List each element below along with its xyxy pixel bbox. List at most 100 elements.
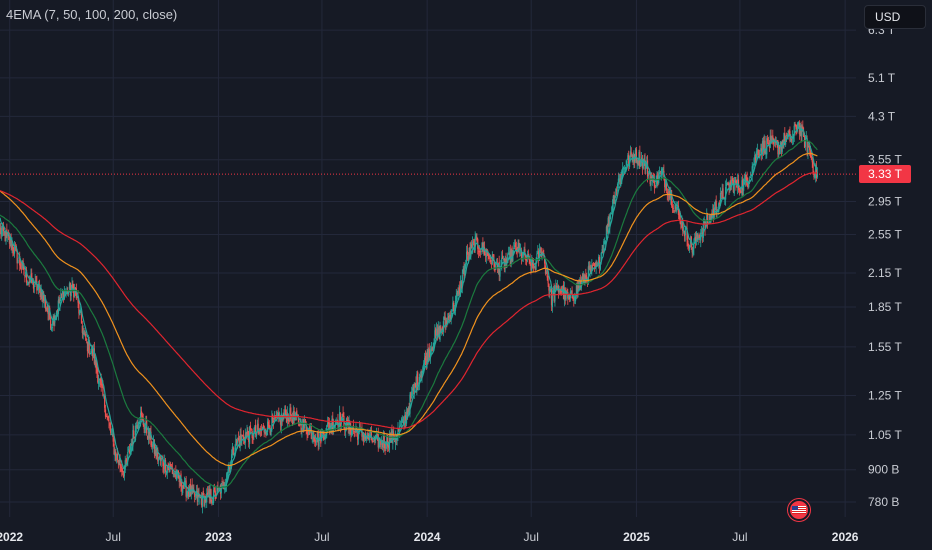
candle-body [40, 290, 42, 296]
candle-body [622, 167, 624, 171]
candle-body [437, 326, 439, 335]
candle-body [85, 333, 87, 341]
candle-body [671, 205, 674, 208]
candle-body [350, 429, 352, 436]
candle-body [246, 430, 248, 434]
candle-body [735, 180, 737, 185]
candle-body [806, 137, 808, 152]
candle-body [25, 271, 27, 278]
candle-body [520, 250, 523, 259]
x-axis: 2022 Jul 2023 Jul 2024 Jul 2025 Jul 2026 [0, 530, 859, 544]
candle-body [485, 250, 487, 258]
candle-body [495, 264, 497, 270]
candle-body [568, 295, 571, 300]
candle-body [200, 496, 202, 498]
us-flag-icon[interactable] [788, 499, 810, 521]
candle-body [555, 285, 557, 290]
candle-body [339, 412, 342, 426]
candle-body [466, 250, 469, 255]
candle-body [382, 436, 384, 448]
candle-body [799, 125, 801, 135]
y-tick-label: 2.55 T [868, 227, 902, 241]
candle-body [725, 182, 728, 187]
candle-body [23, 264, 25, 275]
candle-body [457, 290, 459, 295]
candle-body [675, 207, 677, 210]
candle-body [162, 456, 164, 466]
candle-body [229, 467, 231, 470]
candle-body [484, 253, 487, 256]
x-tick-label: 2022 [0, 530, 23, 544]
candle-body [39, 288, 41, 298]
candle-body [0, 227, 2, 235]
candle-body [48, 308, 50, 316]
candle-body [240, 434, 242, 441]
candle-body [433, 342, 435, 349]
candle-body [654, 186, 656, 188]
candle-body [695, 236, 697, 243]
candle-body [581, 276, 583, 280]
candle-body [95, 360, 97, 369]
candle-body [230, 454, 233, 464]
candle-body [71, 283, 73, 289]
candle-body [674, 205, 676, 209]
candle-body [97, 370, 99, 383]
candle-body [63, 290, 65, 300]
candle-body [62, 290, 64, 294]
candle-body [544, 265, 547, 274]
candle-body [764, 140, 766, 154]
candle-body [254, 426, 256, 431]
candle-body [613, 194, 615, 204]
candle-body [74, 287, 76, 297]
candle-body [636, 159, 638, 163]
candle-body [810, 155, 812, 160]
candle-body [24, 276, 26, 278]
candle-body [589, 267, 591, 272]
candle-body [421, 370, 423, 377]
candle-body [182, 486, 184, 494]
candle-body [590, 266, 592, 274]
candle-body [157, 449, 159, 462]
indicator-legend[interactable]: 4EMA (7, 50, 100, 200, close) [6, 7, 178, 22]
candle-body [268, 425, 270, 429]
candle-body [549, 290, 551, 292]
candle-body [387, 435, 389, 446]
candle-body [608, 216, 610, 226]
candle-body [480, 250, 482, 252]
candle-body [117, 460, 119, 464]
candle-body [169, 465, 171, 472]
candle-body [239, 435, 241, 448]
candle-body [119, 458, 121, 467]
candle-body [526, 259, 528, 261]
candle-body [394, 436, 397, 444]
candle-body [474, 237, 476, 251]
candle-body [288, 420, 290, 421]
candle-body [257, 423, 259, 430]
candle-body [139, 421, 141, 422]
candle-body [186, 491, 188, 496]
candle-body [570, 291, 572, 293]
currency-button[interactable]: USD [864, 5, 926, 29]
candle-body [213, 488, 216, 492]
candle-body [99, 379, 101, 381]
candle-body [684, 227, 686, 236]
candle-body [236, 439, 239, 444]
candle-body [606, 225, 608, 232]
candle-body [385, 446, 387, 448]
candle-body [295, 411, 297, 417]
candle-body [102, 386, 104, 396]
candle-body [679, 212, 681, 224]
x-tick-label: 2023 [205, 530, 232, 544]
candle-body [687, 240, 689, 246]
candle-body [351, 431, 353, 436]
candle-body [666, 192, 668, 195]
candle-body [677, 205, 680, 216]
candle-body [163, 464, 165, 469]
candle-body [800, 125, 802, 137]
candle-body [306, 431, 308, 434]
candle-body [517, 242, 519, 252]
candle-body [626, 160, 628, 165]
candle-body [13, 250, 15, 254]
candle-body [357, 431, 360, 439]
